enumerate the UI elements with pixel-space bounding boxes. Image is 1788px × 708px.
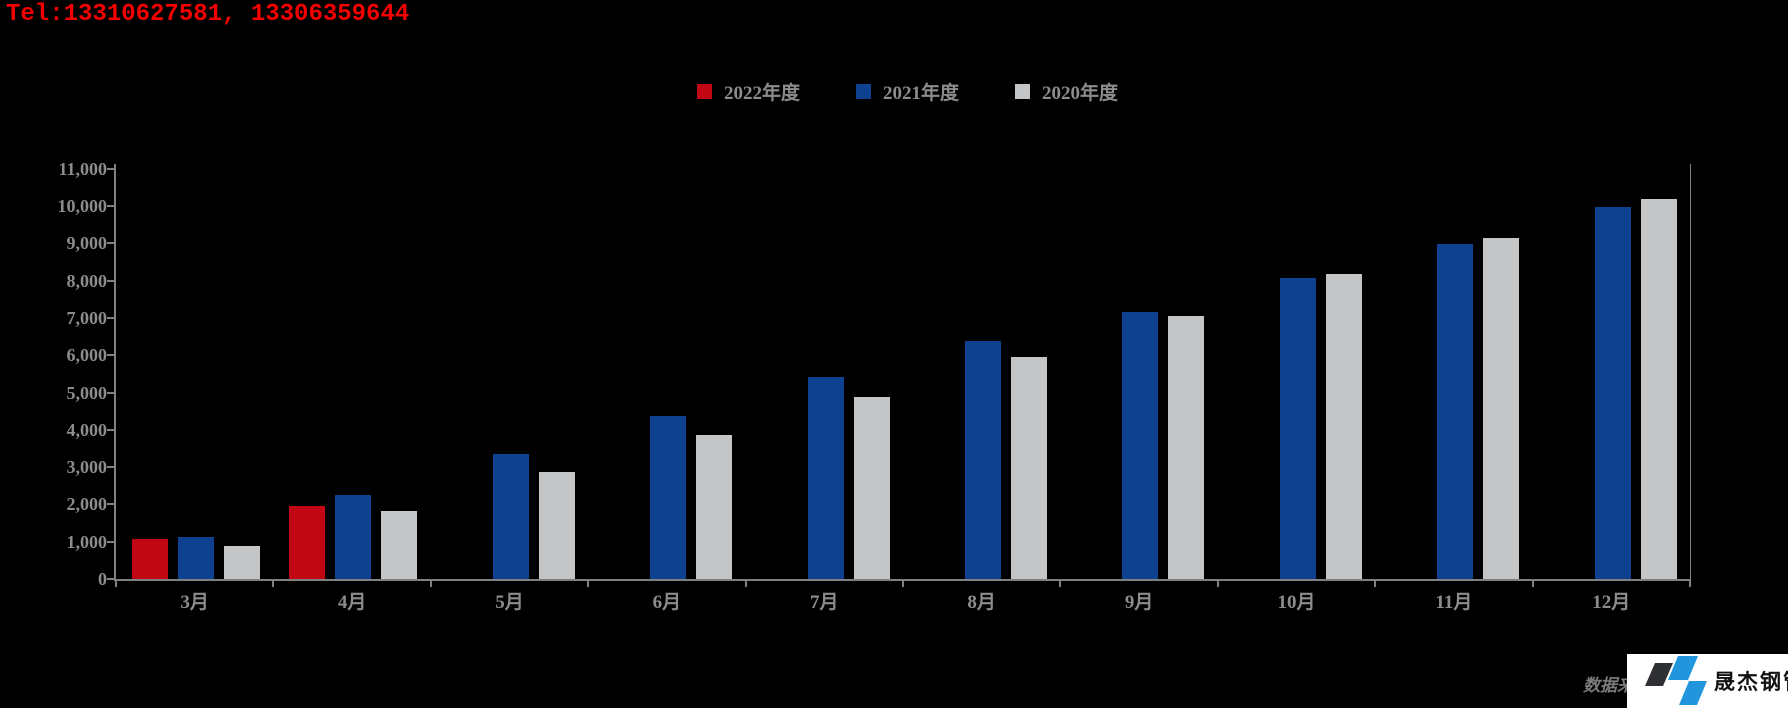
- legend: 2022年度 2021年度 2020年度: [697, 78, 1118, 105]
- x-category-label: 11月: [1435, 592, 1473, 613]
- bar-2022年度-4月: [289, 506, 326, 579]
- y-tick-label: 9,000: [66, 233, 108, 254]
- x-tick: [587, 581, 590, 587]
- y-tick-label: 3,000: [66, 457, 108, 478]
- legend-label-2020: 2020年度: [1042, 83, 1119, 104]
- legend-label-2021: 2021年度: [883, 83, 960, 104]
- x-category-label: 12月: [1592, 592, 1631, 613]
- y-tick-label: 7,000: [66, 307, 108, 328]
- bar-2021年度-4月: [335, 495, 372, 579]
- x-category-label: 10月: [1277, 592, 1316, 613]
- x-axis-line: [114, 579, 1691, 581]
- legend-item-2022: 2022年度: [697, 78, 800, 105]
- x-tick: [902, 581, 904, 587]
- y-tick: [107, 242, 114, 245]
- bar-2022年度-3月: [132, 539, 168, 579]
- y-axis-line: [114, 164, 116, 579]
- bar-2021年度-12月: [1594, 207, 1631, 579]
- bar-2020年度-4月: [381, 511, 418, 579]
- bar-2020年度-5月: [538, 472, 575, 579]
- logo-text: 晟杰钢管: [1714, 670, 1788, 694]
- y-tick-label: 0: [98, 569, 107, 589]
- y-tick-label: 6,000: [66, 345, 108, 366]
- legend-item-2020: 2020年度: [1015, 78, 1118, 105]
- x-category-label: 4月: [337, 592, 367, 613]
- y-tick-label: 2,000: [66, 494, 108, 515]
- y-tick: [107, 354, 114, 357]
- bar-2021年度-9月: [1122, 312, 1159, 579]
- x-category-label: 6月: [652, 592, 682, 613]
- x-tick: [429, 581, 432, 587]
- y-tick: [107, 316, 114, 319]
- x-category-label: 3月: [180, 592, 209, 613]
- bar-2020年度-7月: [853, 397, 890, 579]
- bar-2020年度-3月: [224, 546, 260, 579]
- y-tick: [107, 428, 114, 431]
- bar-2021年度-7月: [807, 377, 844, 579]
- bar-2020年度-11月: [1483, 238, 1520, 579]
- x-tick: [1689, 581, 1691, 587]
- y-tick: [107, 205, 114, 207]
- legend-label-2022: 2022年度: [724, 83, 801, 104]
- x-tick: [115, 581, 117, 587]
- x-category-label: 7月: [810, 592, 839, 613]
- bar-2021年度-6月: [650, 416, 687, 579]
- x-tick: [1374, 581, 1377, 587]
- bar-2021年度-5月: [492, 454, 529, 579]
- y-tick: [107, 279, 114, 282]
- legend-swatch-2021: [856, 84, 872, 99]
- x-category-label: 5月: [495, 592, 524, 613]
- bar-2020年度-9月: [1168, 316, 1205, 579]
- x-tick: [1059, 581, 1062, 587]
- legend-item-2021: 2021年度: [856, 78, 959, 105]
- x-tick: [1216, 581, 1219, 587]
- right-axis-line: [1690, 164, 1691, 579]
- legend-swatch-2020: [1015, 84, 1031, 99]
- y-tick-label: 1,000: [66, 531, 108, 552]
- x-tick: [744, 581, 747, 587]
- y-tick: [107, 578, 114, 580]
- bar-2020年度-8月: [1011, 357, 1047, 579]
- bar-2021年度-10月: [1279, 278, 1316, 579]
- logo-parallelograms-icon: [1645, 656, 1707, 705]
- y-tick: [107, 540, 114, 543]
- x-category-label: 9月: [1124, 592, 1154, 613]
- bar-2021年度-8月: [965, 341, 1001, 579]
- y-tick-label: 8,000: [66, 270, 108, 291]
- y-tick: [107, 466, 114, 469]
- x-tick: [272, 581, 275, 587]
- y-tick-label: 11,000: [58, 158, 107, 179]
- y-tick: [107, 503, 114, 506]
- x-tick: [1531, 581, 1534, 587]
- logo: 晟杰钢管: [1627, 654, 1788, 708]
- y-tick: [107, 167, 114, 170]
- bar-2020年度-10月: [1325, 274, 1362, 579]
- y-tick: [107, 391, 114, 394]
- bar-2020年度-6月: [696, 435, 733, 579]
- bar-2020年度-12月: [1640, 199, 1677, 579]
- y-tick-label: 5,000: [66, 382, 108, 403]
- x-category-label: 8月: [967, 592, 996, 613]
- tel-banner: Tel:13310627581, 13306359644: [6, 1, 410, 28]
- y-tick-label: 10,000: [57, 196, 108, 216]
- y-tick-label: 4,000: [66, 419, 108, 440]
- legend-swatch-2022: [697, 84, 712, 99]
- bar-2021年度-3月: [178, 537, 214, 579]
- bar-2021年度-11月: [1437, 244, 1474, 579]
